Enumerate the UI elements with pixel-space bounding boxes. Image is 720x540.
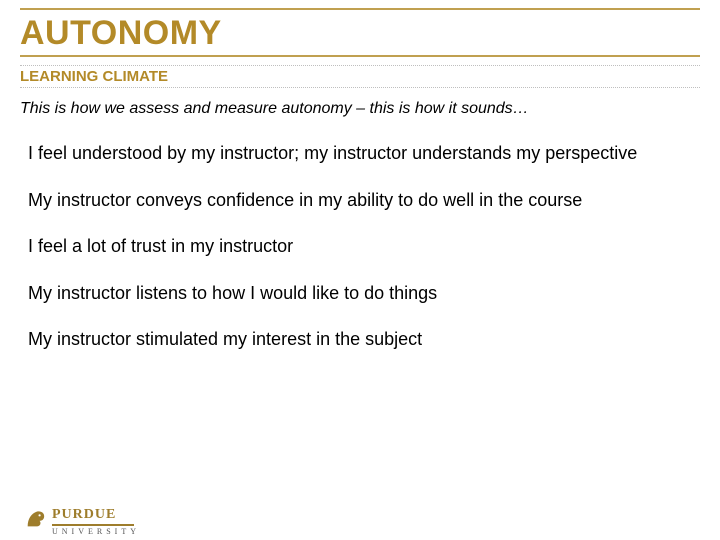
- list-item: I feel a lot of trust in my instructor: [28, 235, 692, 258]
- list-item: My instructor listens to how I would lik…: [28, 282, 692, 305]
- item-list: I feel understood by my instructor; my i…: [28, 142, 692, 351]
- list-item: My instructor stimulated my interest in …: [28, 328, 692, 351]
- subtitle-wrap: LEARNING CLIMATE: [20, 65, 700, 88]
- page-title: AUTONOMY: [20, 14, 700, 53]
- list-item: My instructor conveys confidence in my a…: [28, 189, 692, 212]
- griffin-icon: [24, 508, 46, 530]
- brand-divider: [52, 524, 134, 526]
- brand-name: PURDUE: [52, 508, 140, 522]
- brand-subline: UNIVERSITY: [52, 528, 140, 536]
- slide: AUTONOMY LEARNING CLIMATE This is how we…: [0, 8, 720, 540]
- title-bar: AUTONOMY: [20, 8, 700, 57]
- list-item: I feel understood by my instructor; my i…: [28, 142, 692, 165]
- intro-text: This is how we assess and measure autono…: [20, 100, 700, 118]
- brand-text: PURDUE UNIVERSITY: [52, 508, 140, 536]
- brand-logo: PURDUE UNIVERSITY: [24, 508, 140, 536]
- subtitle: LEARNING CLIMATE: [20, 68, 700, 85]
